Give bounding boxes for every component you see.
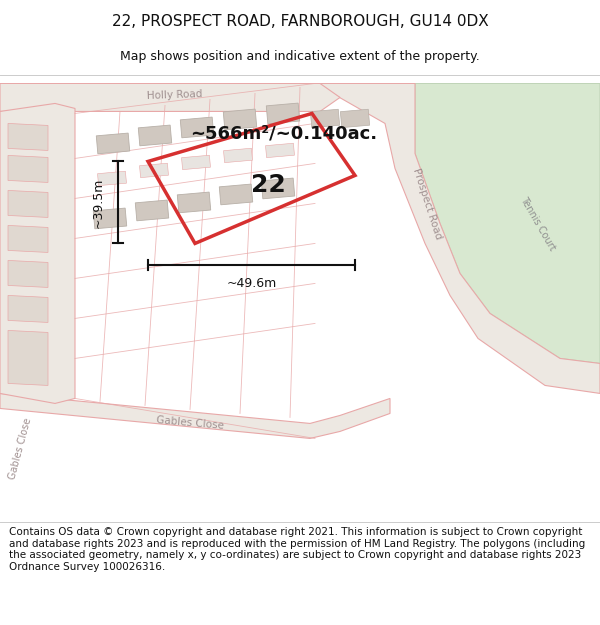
Polygon shape (8, 261, 48, 288)
Polygon shape (93, 208, 127, 229)
Polygon shape (219, 184, 253, 205)
Polygon shape (0, 83, 340, 111)
Polygon shape (182, 155, 211, 169)
Text: Contains OS data © Crown copyright and database right 2021. This information is : Contains OS data © Crown copyright and d… (9, 527, 585, 572)
Text: 22, PROSPECT ROAD, FARNBOROUGH, GU14 0DX: 22, PROSPECT ROAD, FARNBOROUGH, GU14 0DX (112, 14, 488, 29)
Polygon shape (340, 109, 370, 128)
Text: Holly Road: Holly Road (147, 89, 203, 101)
Polygon shape (223, 109, 257, 130)
Polygon shape (0, 103, 75, 404)
Text: ~566m²/~0.140ac.: ~566m²/~0.140ac. (190, 124, 377, 142)
Polygon shape (8, 191, 48, 218)
Text: Gables Close: Gables Close (156, 416, 224, 431)
Text: Gables Close: Gables Close (7, 417, 33, 480)
Polygon shape (135, 200, 169, 221)
Polygon shape (310, 109, 340, 128)
Text: 22: 22 (251, 173, 286, 198)
Polygon shape (266, 143, 295, 158)
Polygon shape (315, 83, 600, 394)
Text: ~49.6m: ~49.6m (226, 277, 277, 290)
Polygon shape (96, 133, 130, 154)
Polygon shape (140, 163, 169, 177)
Polygon shape (177, 192, 211, 213)
Polygon shape (0, 394, 390, 439)
Text: Prospect Road: Prospect Road (411, 167, 443, 240)
Polygon shape (8, 296, 48, 322)
Text: Tennis Court: Tennis Court (518, 195, 557, 252)
Polygon shape (8, 124, 48, 151)
Text: ~39.5m: ~39.5m (91, 177, 104, 227)
Polygon shape (224, 148, 253, 162)
Polygon shape (98, 171, 127, 186)
Polygon shape (266, 103, 300, 124)
Polygon shape (415, 83, 600, 363)
Polygon shape (261, 178, 295, 199)
Polygon shape (8, 331, 48, 386)
Text: Map shows position and indicative extent of the property.: Map shows position and indicative extent… (120, 50, 480, 62)
Polygon shape (180, 117, 214, 138)
Polygon shape (8, 156, 48, 182)
Polygon shape (138, 125, 172, 146)
Polygon shape (8, 226, 48, 253)
